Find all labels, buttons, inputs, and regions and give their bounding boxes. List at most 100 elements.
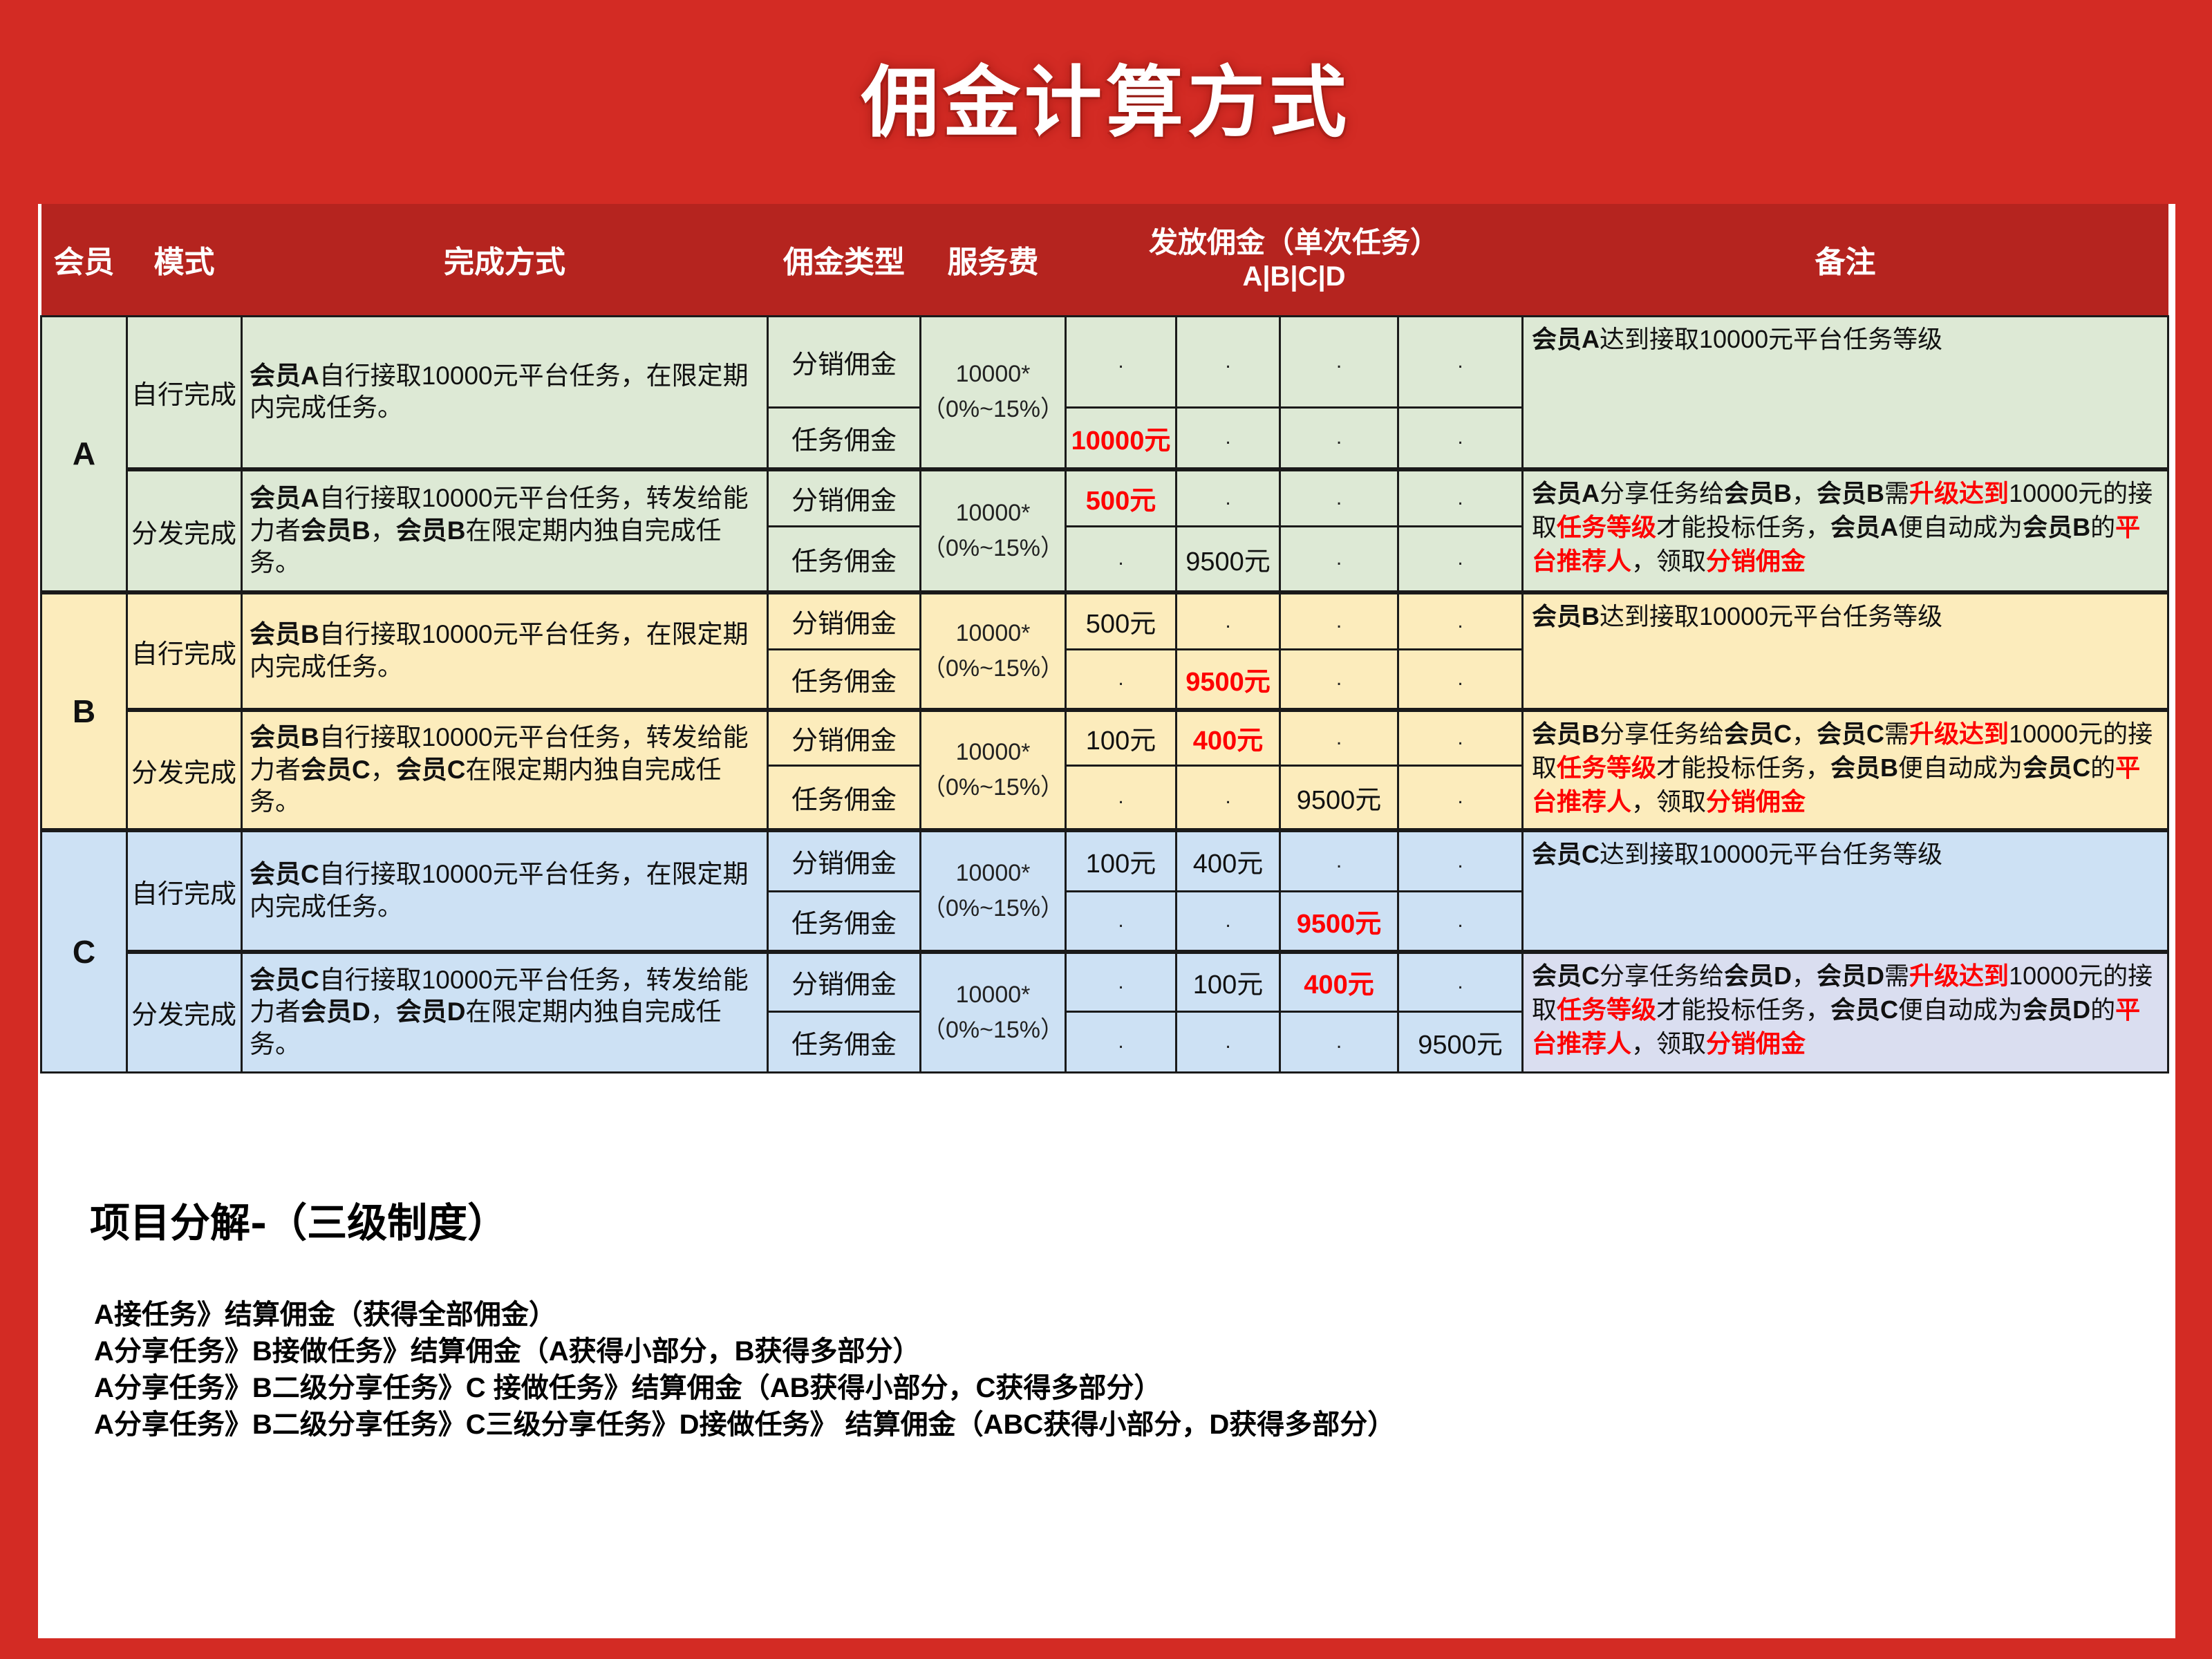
- payout-cell-b: .: [1175, 406, 1281, 471]
- payout-cell-b: 9500元: [1175, 525, 1281, 594]
- header-remark: 备注: [1522, 204, 2168, 316]
- completion-desc-cell: 会员B自行接取10000元平台任务，在限定期内完成任务。: [241, 590, 769, 711]
- payout-cell-c: .: [1279, 1010, 1399, 1074]
- payout-cell-d: 9500元: [1397, 1010, 1524, 1074]
- commission-type-cell: 分销佣金: [767, 828, 921, 892]
- payout-cell-d: .: [1397, 406, 1524, 471]
- payout-cell-a: 500元: [1065, 590, 1177, 650]
- header-method: 完成方式: [241, 204, 768, 316]
- payout-cell-d: .: [1397, 764, 1524, 832]
- header-commission-type: 佣金类型: [767, 204, 921, 316]
- payout-cell-b: .: [1175, 315, 1281, 409]
- payout-cell-b: .: [1175, 590, 1281, 650]
- payout-cell-c: .: [1279, 828, 1399, 892]
- completion-desc-cell: 会员C自行接取10000元平台任务，转发给能力者会员D，会员D在限定期内独自完成…: [241, 950, 769, 1074]
- remark-cell: 会员A达到接取10000元平台任务等级: [1521, 315, 2169, 471]
- payout-cell-c: .: [1279, 406, 1399, 471]
- commission-type-cell: 任务佣金: [767, 764, 921, 832]
- payout-cell-a: 500元: [1065, 467, 1177, 527]
- commission-type-cell: 分销佣金: [767, 708, 921, 767]
- payout-cell-d: .: [1397, 950, 1524, 1013]
- payout-cell-d: .: [1397, 890, 1524, 953]
- table-row: C 自行完成 会员C自行接取10000元平台任务，在限定期内完成任务。 分销佣金…: [40, 828, 2169, 1074]
- payout-cell-b: .: [1175, 467, 1281, 527]
- payout-cell-c: 400元: [1279, 950, 1399, 1013]
- payout-cell-b: 400元: [1175, 708, 1281, 767]
- payout-cell-c: .: [1279, 590, 1399, 650]
- payout-cell-b: 100元: [1175, 950, 1281, 1013]
- table-row: 任务佣金 10000元 . . .: [41, 406, 2168, 471]
- table-row: 任务佣金 . 9500元 . .: [41, 648, 2168, 711]
- table-row: 任务佣金 . 9500元 . .: [41, 525, 2168, 594]
- commission-type-cell: 分销佣金: [767, 950, 921, 1013]
- table-row: 分发完成 会员B自行接取10000元平台任务，转发给能力者会员C，会员C在限定期…: [41, 708, 2169, 832]
- mode-cell: 自行完成: [126, 828, 243, 953]
- payout-cell-c: 9500元: [1279, 764, 1399, 832]
- payout-cell-b: .: [1175, 764, 1281, 832]
- payout-cell-d: .: [1397, 525, 1524, 594]
- commission-type-cell: 任务佣金: [767, 890, 921, 953]
- header-member: 会员: [41, 204, 127, 316]
- completion-desc-cell: 会员C自行接取10000元平台任务，在限定期内完成任务。: [241, 828, 769, 953]
- payout-cell-a: 100元: [1065, 828, 1177, 892]
- table-row: 分发完成 会员A自行接取10000元平台任务，转发给能力者会员B，会员B在限定期…: [41, 467, 2169, 594]
- payout-cell-b: 9500元: [1175, 648, 1281, 711]
- mode-cell: 自行完成: [126, 590, 243, 711]
- payout-cell-c: .: [1279, 315, 1399, 409]
- payout-cell-c: .: [1279, 525, 1399, 594]
- payout-cell-d: .: [1397, 648, 1524, 711]
- payout-cell-a: .: [1065, 525, 1177, 594]
- commission-type-cell: 任务佣金: [767, 648, 921, 711]
- breakdown-lines: A接任务》结算佣金（获得全部佣金） A分享任务》B接做任务》结算佣金（A获得小部…: [94, 1297, 1395, 1443]
- commission-type-cell: 分销佣金: [767, 315, 921, 409]
- mode-cell: 分发完成: [126, 950, 243, 1074]
- commission-type-cell: 任务佣金: [767, 1010, 921, 1074]
- remark-cell: 会员B达到接取10000元平台任务等级: [1521, 590, 2169, 711]
- header-payout-line2: A|B|C|D: [1242, 261, 1346, 292]
- header-payout-line1: 发放佣金（单次任务）: [1148, 226, 1439, 259]
- service-fee-cell: 10000* （0%~15%）: [919, 315, 1067, 471]
- payout-cell-d: .: [1397, 467, 1524, 527]
- payout-cell-a: .: [1065, 648, 1177, 711]
- completion-desc-cell: 会员A自行接取10000元平台任务，在限定期内完成任务。: [241, 315, 769, 471]
- service-fee-cell: 10000* （0%~15%）: [919, 828, 1067, 953]
- mode-cell: 分发完成: [126, 708, 243, 832]
- table-row: A 自行完成 会员A自行接取10000元平台任务，在限定期内完成任务。 分销佣金…: [40, 315, 2169, 594]
- header-payout: 发放佣金（单次任务） A|B|C|D: [1065, 204, 1523, 316]
- payout-cell-a: .: [1065, 764, 1177, 832]
- payout-cell-d: .: [1397, 315, 1524, 409]
- commission-table: 会员 模式 完成方式 佣金类型 服务费 发放佣金（单次任务） A|B|C|D 备…: [40, 204, 2169, 1074]
- breakdown-line: A分享任务》B接做任务》结算佣金（A获得小部分，B获得多部分）: [94, 1336, 921, 1367]
- payout-cell-a: .: [1065, 950, 1177, 1013]
- header-service-fee: 服务费: [920, 204, 1066, 316]
- service-fee-cell: 10000* （0%~15%）: [919, 708, 1067, 832]
- payout-cell-a: .: [1065, 1010, 1177, 1074]
- mode-cell: 分发完成: [126, 467, 243, 594]
- table-row: B 自行完成 会员B自行接取10000元平台任务，在限定期内完成任务。 分销佣金…: [40, 590, 2169, 832]
- mode-cell: 自行完成: [126, 315, 243, 471]
- payout-cell-d: .: [1397, 708, 1524, 767]
- commission-type-cell: 分销佣金: [767, 590, 921, 650]
- payout-cell-c: 9500元: [1279, 890, 1399, 953]
- page-title: 佣金计算方式: [861, 57, 1351, 148]
- commission-type-cell: 任务佣金: [767, 406, 921, 471]
- remark-cell: 会员A分享任务给会员B，会员B需升级达到10000元的接取任务等级才能投标任务，…: [1521, 467, 2169, 594]
- payout-cell-b: 400元: [1175, 828, 1281, 892]
- breakdown-heading: 项目分解-（三级制度）: [90, 1199, 508, 1246]
- table-header-row: 会员 模式 完成方式 佣金类型 服务费 发放佣金（单次任务） A|B|C|D 备…: [41, 204, 2168, 316]
- header-mode: 模式: [126, 204, 242, 316]
- payout-cell-a: 10000元: [1065, 406, 1177, 471]
- payout-cell-d: .: [1397, 828, 1524, 892]
- commission-type-cell: 任务佣金: [767, 525, 921, 594]
- payout-cell-c: .: [1279, 648, 1399, 711]
- service-fee-cell: 10000* （0%~15%）: [919, 467, 1067, 594]
- table-row: 任务佣金 . . 9500元 .: [41, 890, 2168, 953]
- breakdown-line: A接任务》结算佣金（获得全部佣金）: [94, 1300, 556, 1330]
- table-row: 任务佣金 . . . 9500元: [41, 1010, 2168, 1074]
- completion-desc-cell: 会员A自行接取10000元平台任务，转发给能力者会员B，会员B在限定期内独自完成…: [241, 467, 769, 594]
- breakdown-line: A分享任务》B二级分享任务》C三级分享任务》D接做任务》 结算佣金（ABC获得小…: [94, 1409, 1396, 1440]
- remark-cell: 会员C分享任务给会员D，会员D需升级达到10000元的接取任务等级才能投标任务，…: [1521, 950, 2169, 1074]
- member-cell-b: B: [40, 590, 128, 832]
- payout-cell-a: 100元: [1065, 708, 1177, 767]
